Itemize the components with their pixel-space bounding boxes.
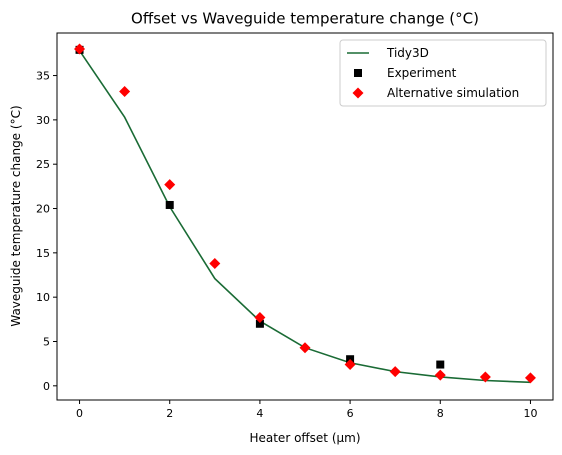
y-tick-label: 5 — [43, 335, 50, 348]
experiment-point — [255, 319, 264, 328]
y-tick-label: 35 — [36, 70, 50, 83]
legend: Tidy3D Experiment Alternative simulation — [339, 39, 547, 107]
alternative-simulation-point — [344, 359, 356, 371]
y-tick-label: 20 — [36, 203, 50, 216]
x-axis-label: Heater offset (µm) — [249, 431, 360, 445]
alternative-simulation-point — [164, 179, 176, 191]
y-tick-label: 15 — [36, 247, 50, 260]
y-tick-label: 0 — [43, 380, 50, 393]
alternative-simulation-point — [254, 312, 266, 324]
y-axis: 0 5 10 15 20 25 30 35 — [36, 70, 57, 393]
y-tick-label: 30 — [36, 114, 50, 127]
alternative-simulation-point — [434, 369, 446, 381]
alternative-simulation-point — [119, 86, 131, 98]
legend-swatch-marker — [354, 69, 362, 77]
x-tick-label: 0 — [76, 407, 83, 420]
experiment-point — [165, 200, 174, 209]
y-axis-label: Waveguide temperature change (°C) — [9, 105, 23, 326]
legend-label: Alternative simulation — [387, 86, 519, 100]
y-tick-label: 25 — [36, 158, 50, 171]
legend-swatch-marker — [352, 87, 364, 99]
alternative-simulation-point — [479, 371, 491, 383]
legend-label: Experiment — [387, 66, 457, 80]
x-tick-label: 6 — [347, 407, 354, 420]
alternative-simulation-point — [299, 342, 311, 354]
chart-title: Offset vs Waveguide temperature change (… — [131, 10, 479, 28]
x-axis: 0 2 4 6 8 10 — [76, 400, 537, 420]
y-tick-label: 10 — [36, 291, 50, 304]
plot-frame — [56, 32, 554, 401]
legend-box — [339, 39, 547, 107]
x-tick-label: 10 — [523, 407, 537, 420]
alternative-simulation-point — [74, 43, 86, 55]
legend-label: Tidy3D — [386, 46, 429, 60]
x-tick-label: 4 — [256, 407, 263, 420]
plot-area — [56, 32, 554, 401]
alternative-simulation-point — [209, 257, 221, 269]
x-tick-label: 8 — [437, 407, 444, 420]
x-tick-label: 2 — [166, 407, 173, 420]
alternative-simulation-point — [524, 372, 536, 384]
alternative-simulation-point — [389, 366, 401, 378]
experiment-point — [436, 360, 445, 369]
